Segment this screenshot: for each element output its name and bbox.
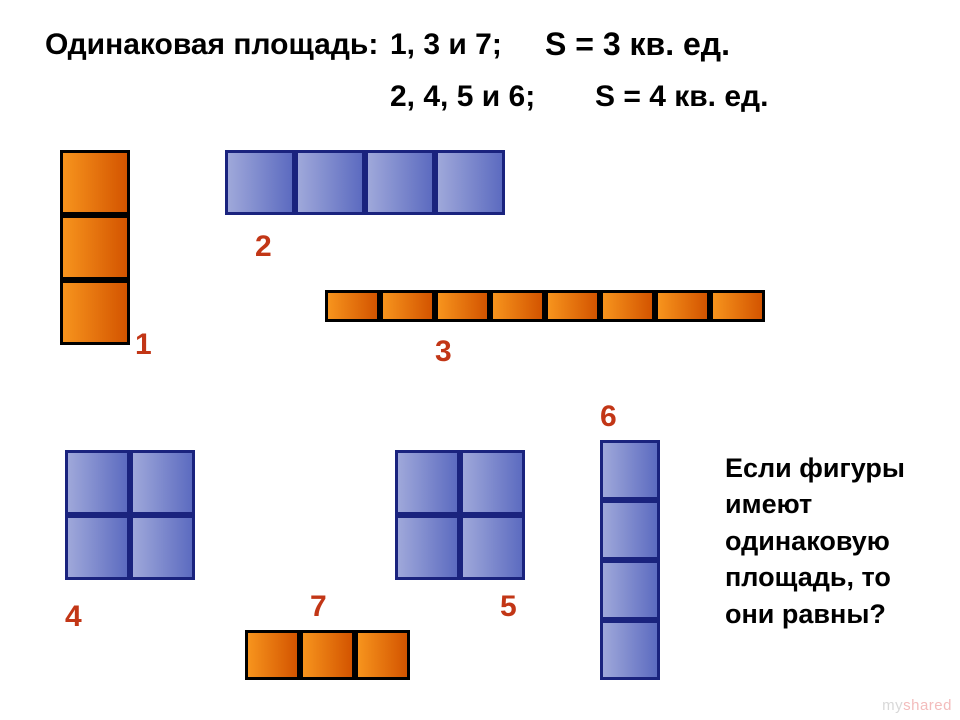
- shape-3-cell: [710, 290, 765, 322]
- note-line-4: площадь, то: [725, 559, 905, 595]
- shape-6-cell: [600, 440, 660, 500]
- shape-6: [600, 440, 660, 680]
- shape-4: [65, 450, 195, 580]
- shape-5: [395, 450, 525, 580]
- shape-2: [225, 150, 505, 215]
- shape-3-cell: [435, 290, 490, 322]
- shape-5-cell: [460, 450, 525, 515]
- shape-7-cell: [355, 630, 410, 680]
- shape-7-cell: [300, 630, 355, 680]
- shape-label-2: 2: [255, 230, 272, 264]
- note-line-3: одинаковую: [725, 523, 905, 559]
- shape-3-cell: [380, 290, 435, 322]
- shape-2-cell: [435, 150, 505, 215]
- shape-5-cell: [395, 450, 460, 515]
- shape-1-cell: [60, 280, 130, 345]
- shape-4-cell: [65, 515, 130, 580]
- shape-2-cell: [225, 150, 295, 215]
- shape-3-cell: [325, 290, 380, 322]
- shape-label-3: 3: [435, 335, 452, 369]
- group-1: 1, 3 и 7;: [390, 28, 502, 62]
- shape-5-cell: [395, 515, 460, 580]
- shape-7: [245, 630, 410, 680]
- shape-7-cell: [245, 630, 300, 680]
- shape-3-cell: [545, 290, 600, 322]
- shape-4-cell: [130, 515, 195, 580]
- watermark: myshared: [882, 697, 952, 714]
- shape-label-1: 1: [135, 328, 152, 362]
- heading-same-area: Одинаковая площадь:: [45, 28, 378, 62]
- shape-3: [325, 290, 765, 322]
- shape-5-cell: [460, 515, 525, 580]
- shape-6-cell: [600, 500, 660, 560]
- note-line-5: они равны?: [725, 596, 905, 632]
- area-1: S = 3 кв. ед.: [545, 26, 730, 63]
- shape-1-cell: [60, 150, 130, 215]
- note-line-2: имеют: [725, 486, 905, 522]
- question-note: Если фигуры имеют одинаковую площадь, то…: [725, 450, 905, 632]
- note-line-1: Если фигуры: [725, 450, 905, 486]
- area-2: S = 4 кв. ед.: [595, 80, 768, 114]
- shape-3-cell: [490, 290, 545, 322]
- shape-2-cell: [365, 150, 435, 215]
- shape-3-cell: [655, 290, 710, 322]
- shape-label-7: 7: [310, 590, 327, 624]
- group-2: 2, 4, 5 и 6;: [390, 80, 535, 114]
- shape-6-cell: [600, 560, 660, 620]
- shape-1-cell: [60, 215, 130, 280]
- shape-3-cell: [600, 290, 655, 322]
- shape-label-6: 6: [600, 400, 617, 434]
- shape-2-cell: [295, 150, 365, 215]
- shape-label-5: 5: [500, 590, 517, 624]
- shape-1: [60, 150, 130, 345]
- shape-6-cell: [600, 620, 660, 680]
- shape-label-4: 4: [65, 600, 82, 634]
- watermark-pre: my: [882, 697, 903, 714]
- watermark-accent: shared: [903, 697, 952, 714]
- shape-4-cell: [65, 450, 130, 515]
- shape-4-cell: [130, 450, 195, 515]
